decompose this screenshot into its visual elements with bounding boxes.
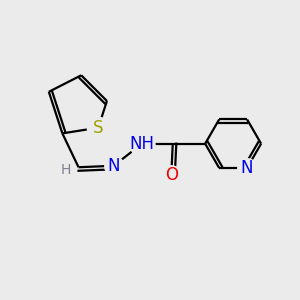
Text: N: N (108, 157, 120, 175)
Text: O: O (165, 166, 178, 184)
Text: H: H (61, 163, 71, 177)
Text: S: S (93, 119, 104, 137)
Text: NH: NH (129, 135, 155, 153)
Text: N: N (241, 159, 253, 177)
